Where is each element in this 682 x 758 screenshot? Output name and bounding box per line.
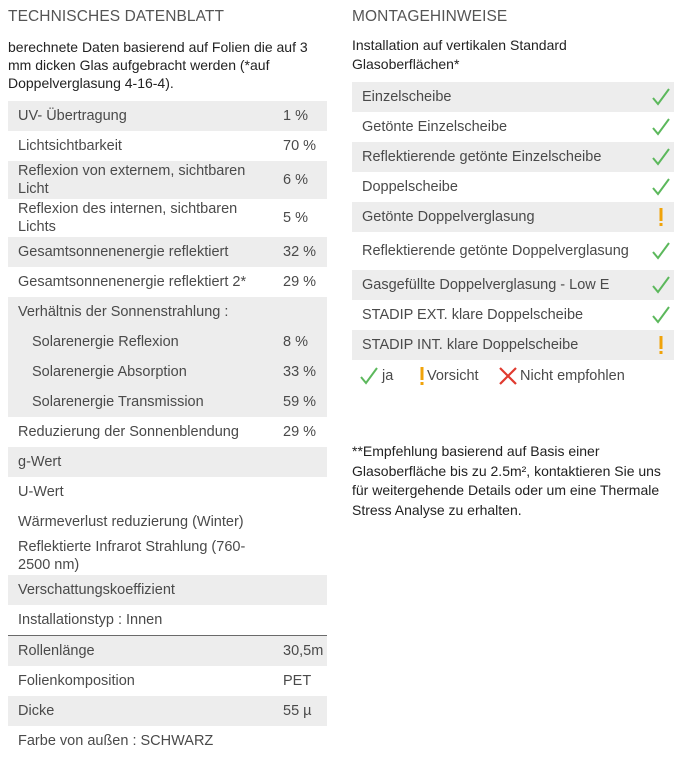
check-icon bbox=[652, 306, 670, 324]
datasheet-table: UV- Übertragung 1 % Lichtsichtbarkeit 70… bbox=[8, 101, 327, 756]
row-value: 33 % bbox=[283, 364, 317, 380]
item-label: Gasgefüllte Doppelverglasung - Low E bbox=[362, 277, 610, 293]
row-value: 29 % bbox=[283, 274, 317, 290]
mounting-intro: Installation auf vertikalen Standard Gla… bbox=[352, 37, 567, 72]
row-label: Reflexion des internen, sichtbaren Licht… bbox=[18, 201, 238, 235]
legend: ja Vorsicht Nicht empfohlen bbox=[360, 364, 680, 390]
row-label: g-Wert bbox=[18, 454, 62, 470]
table-row: UV- Übertragung 1 % bbox=[8, 101, 327, 131]
table-row: Solarenergie Reflexion 8 % bbox=[8, 327, 327, 357]
table-row: Gesamtsonnenenergie reflektiert 2* 29 % bbox=[8, 267, 327, 297]
row-label: Dicke bbox=[18, 703, 55, 719]
table-row: Gesamtsonnenenergie reflektiert 32 % bbox=[8, 237, 327, 267]
row-label: UV- Übertragung bbox=[18, 108, 127, 124]
table-row: Reflexion von externem, sichtbaren Licht… bbox=[8, 161, 327, 199]
legend-yes-label: ja bbox=[382, 368, 394, 384]
row-label: Wärmeverlust reduzierung (Winter) bbox=[18, 514, 244, 530]
list-item: STADIP INT. klare Doppelscheibe bbox=[352, 330, 674, 360]
table-row: U-Wert bbox=[8, 477, 327, 507]
check-icon bbox=[652, 178, 670, 196]
row-value: 8 % bbox=[283, 334, 308, 350]
table-row: Verhältnis der Sonnenstrahlung : bbox=[8, 297, 327, 327]
list-item: Reflektierende getönte Einzelscheibe bbox=[352, 142, 674, 172]
table-row: Lichtsichtbarkeit 70 % bbox=[8, 131, 327, 161]
list-item: Doppelscheibe bbox=[352, 172, 674, 202]
table-row: Solarenergie Absorption 33 % bbox=[8, 357, 327, 387]
row-label: Verhältnis der Sonnenstrahlung : bbox=[18, 304, 229, 320]
row-label: Gesamtsonnenenergie reflektiert bbox=[18, 244, 229, 260]
row-label: Solarenergie Transmission bbox=[32, 394, 204, 410]
row-label: Reflexion von externem, sichtbaren Licht bbox=[18, 163, 246, 197]
table-row: Verschattungskoeffizient bbox=[8, 575, 327, 605]
item-label: Reflektierende getönte Doppelverglasung bbox=[362, 243, 629, 259]
footnote: **Empfehlung basierend auf Basis einer G… bbox=[352, 443, 661, 518]
list-item: STADIP EXT. klare Doppelscheibe bbox=[352, 300, 674, 330]
list-item: Getönte Doppelverglasung bbox=[352, 202, 674, 232]
row-value: 59 % bbox=[283, 394, 317, 410]
cross-icon bbox=[499, 367, 517, 385]
check-icon bbox=[360, 367, 378, 385]
row-label: Rollenlänge bbox=[18, 643, 95, 659]
row-label: Solarenergie Reflexion bbox=[32, 334, 179, 350]
item-label: Einzelscheibe bbox=[362, 89, 452, 105]
mounting-heading: MONTAGEHINWEISE bbox=[352, 8, 508, 25]
check-icon bbox=[652, 118, 670, 136]
table-row: Reduzierung der Sonnenblendung 29 % bbox=[8, 417, 327, 447]
row-value: 5 % bbox=[283, 210, 308, 226]
row-label: Lichtsichtbarkeit bbox=[18, 138, 122, 154]
row-label: Installationstyp : Innen bbox=[18, 612, 163, 628]
check-icon bbox=[652, 88, 670, 106]
legend-caution-label: Vorsicht bbox=[427, 368, 479, 384]
row-label: Verschattungskoeffizient bbox=[18, 582, 175, 598]
datasheet-heading: TECHNISCHES DATENBLATT bbox=[8, 8, 225, 25]
table-row: Installationstyp : Innen bbox=[8, 605, 327, 635]
table-row: Reflektierte Infrarot Strahlung (760-250… bbox=[8, 537, 327, 575]
row-label: Gesamtsonnenenergie reflektiert 2* bbox=[18, 274, 247, 290]
item-label: STADIP EXT. klare Doppelscheibe bbox=[362, 307, 584, 323]
item-label: Getönte Einzelscheibe bbox=[362, 119, 508, 135]
item-label: Getönte Doppelverglasung bbox=[362, 209, 535, 225]
datasheet-intro: berechnete Daten basierend auf Folien di… bbox=[8, 39, 308, 91]
row-label: Reflektierte Infrarot Strahlung (760-250… bbox=[18, 539, 246, 573]
row-value: 32 % bbox=[283, 244, 317, 260]
list-item: Gasgefüllte Doppelverglasung - Low E bbox=[352, 270, 674, 300]
list-item: Reflektierende getönte Doppelverglasung bbox=[352, 232, 674, 270]
check-icon bbox=[652, 148, 670, 166]
item-label: STADIP INT. klare Doppelscheibe bbox=[362, 337, 579, 353]
row-label: Solarenergie Absorption bbox=[32, 364, 187, 380]
table-row: Reflexion des internen, sichtbaren Licht… bbox=[8, 199, 327, 237]
check-icon bbox=[652, 276, 670, 294]
list-item: Einzelscheibe bbox=[352, 82, 674, 112]
item-label: Doppelscheibe bbox=[362, 179, 458, 195]
row-label: U-Wert bbox=[18, 484, 64, 500]
row-value: 29 % bbox=[283, 424, 317, 440]
check-icon bbox=[652, 242, 670, 260]
row-value: 55 µ bbox=[283, 703, 312, 719]
row-value: 6 % bbox=[283, 172, 308, 188]
row-value: PET bbox=[283, 673, 312, 689]
table-row: g-Wert bbox=[8, 447, 327, 477]
table-row: Wärmeverlust reduzierung (Winter) bbox=[8, 507, 327, 537]
table-row: Folienkomposition PET bbox=[8, 666, 327, 696]
table-row: Farbe von außen : SCHWARZ bbox=[8, 726, 327, 756]
row-value: 30,5m bbox=[283, 643, 324, 659]
table-row: Dicke 55 µ bbox=[8, 696, 327, 726]
table-row: Rollenlänge 30,5m bbox=[8, 635, 327, 666]
exclamation-icon bbox=[659, 336, 663, 354]
list-item: Getönte Einzelscheibe bbox=[352, 112, 674, 142]
row-label: Reduzierung der Sonnenblendung bbox=[18, 424, 239, 440]
exclamation-icon bbox=[659, 208, 663, 226]
row-label: Folienkomposition bbox=[18, 673, 135, 689]
row-label: Farbe von außen : SCHWARZ bbox=[18, 733, 214, 749]
item-label: Reflektierende getönte Einzelscheibe bbox=[362, 149, 602, 165]
glass-type-list: Einzelscheibe Getönte Einzelscheibe Refl… bbox=[352, 82, 674, 360]
legend-no-label: Nicht empfohlen bbox=[520, 368, 625, 384]
row-value: 1 % bbox=[283, 108, 308, 124]
row-value: 70 % bbox=[283, 138, 317, 154]
exclamation-icon bbox=[420, 367, 424, 385]
table-row: Solarenergie Transmission 59 % bbox=[8, 387, 327, 417]
